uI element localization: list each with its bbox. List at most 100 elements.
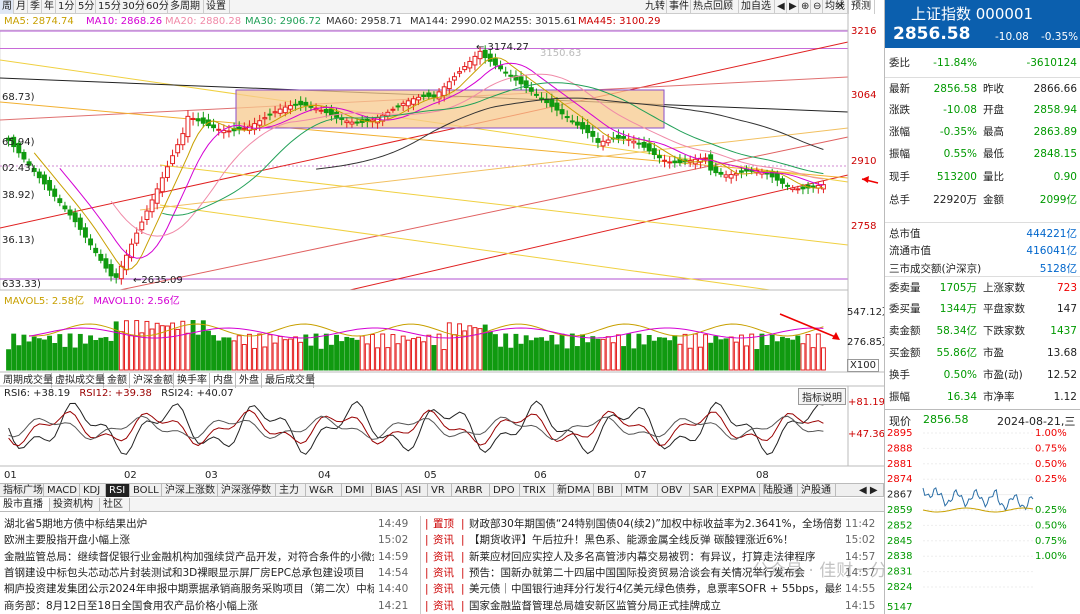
news-title[interactable]: 金融监管总局：继续督促银行业金融机构加强续贷产品开发，对符合条件的小微企... (4, 550, 374, 563)
next-icon[interactable]: ▶ (787, 0, 799, 14)
news-item[interactable]: 商务部：8月12日至18日全国食用农产品价格小幅上涨 14:21 (0, 598, 420, 614)
news-item[interactable]: | 资讯 | 【期货收评】午后拉升！黑色系、能源金属全线反弹 碳酸锂涨近6%！ 15:0… (421, 532, 885, 549)
news-title[interactable]: 【期货收评】午后拉升！黑色系、能源金属全线反弹 碳酸锂涨近6%！ (469, 534, 794, 547)
quote-label: 委比 (889, 57, 910, 69)
indicator-tab-10[interactable]: BIAS (372, 484, 402, 497)
indicator-tab-12[interactable]: VR (428, 484, 452, 497)
indicator-tab-9[interactable]: DMI (342, 484, 372, 497)
news-item[interactable]: | 资讯 | 预告：国新办就第二十四届中国国际投资贸易洽谈会有关情况举行发布会 14:5… (421, 565, 885, 582)
indicator-tab-22[interactable]: 陆股通 (760, 484, 798, 497)
news-item[interactable]: 湖北省5期地方债中标结果出炉 14:49 (0, 516, 420, 533)
volume-bar (164, 325, 170, 371)
period-tab-8[interactable]: 60分 (146, 0, 169, 14)
news-title[interactable]: 新莱应材回应实控人及多名高管涉内幕交易被罚：有异议，打算走法律程序 (469, 550, 816, 563)
news-title[interactable]: 首钢建设中标包头芯动芯片封装测试和3D裸眼显示屏厂房EPC总承包建设项目 (4, 566, 365, 579)
period-tab-1[interactable]: 月 (16, 0, 28, 14)
tool-button-3[interactable]: 加自选 (739, 0, 775, 14)
news-tab-2[interactable]: 社区 (100, 498, 130, 511)
period-tab-3[interactable]: 年 (44, 0, 56, 14)
tab-scroll-icon[interactable]: ◀ ▶ (856, 484, 884, 497)
news-item[interactable]: 桐庐投资建发集团公示2024年申报中期票据承销商服务采购项目（第二次）中标结..… (0, 581, 420, 598)
news-title[interactable]: 欧洲主要股指开盘小幅上涨 (4, 534, 130, 547)
period-tab-5[interactable]: 5分 (78, 0, 96, 14)
volume-sub-tab-2[interactable]: 金额 (104, 373, 130, 388)
news-tab-1[interactable]: 投资机构 (50, 498, 100, 511)
news-item[interactable]: | 资讯 | 新莱应材回应实控人及多名高管涉内幕交易被罚：有异议，打算走法律程序 14:… (421, 549, 885, 566)
indicator-tab-11[interactable]: ASI (402, 484, 428, 497)
tool-button-0[interactable]: 九转 (645, 0, 667, 14)
news-item[interactable]: 欧洲主要股指开盘小幅上涨 15:02 (0, 532, 420, 549)
news-item[interactable]: 金融监管总局：继续督促银行业金融机构加强续贷产品开发，对符合条件的小微企... 1… (0, 549, 420, 566)
prev-icon[interactable]: ◀ (775, 0, 787, 14)
news-title[interactable]: 财政部30年期国债“24特别国债04(续2)”加权中标收益率为2.3641%，全… (469, 518, 841, 530)
ma5-value: MA5: 2874.74 (4, 16, 74, 27)
candle (149, 194, 155, 218)
news-item[interactable]: | 资讯 | 国家金融监督管理总局雄安新区监管分局正式挂牌成立 14:15 (421, 598, 885, 614)
period-tab-10[interactable]: 设置 (204, 0, 230, 14)
period-tab-6[interactable]: 15分 (98, 0, 121, 14)
news-item[interactable]: | 置顶 | 财政部30年期国债“24特别国债04(续2)”加权中标收益率为2.364… (421, 516, 885, 533)
candle (400, 100, 406, 111)
indicator-tab-5[interactable]: 沪深上涨数 (162, 484, 218, 497)
indicator-tab-8[interactable]: W&R (306, 484, 342, 497)
volume-sub-tab-4[interactable]: 换手率 (174, 373, 210, 388)
period-tab-7[interactable]: 30分 (122, 0, 145, 14)
tool-button-5[interactable]: 预测 (849, 0, 875, 14)
close-icon[interactable]: ✕ (834, 0, 848, 14)
quote-value: 444221亿 (1026, 228, 1077, 240)
volume-sub-tab-3[interactable]: 沪深金额 (130, 373, 174, 388)
intraday-pct-tick: 0.50% (1035, 459, 1067, 470)
period-tab-9[interactable]: 多周期 (168, 0, 204, 14)
indicator-tab-21[interactable]: EXPMA (718, 484, 760, 497)
indicator-tab-13[interactable]: ARBR (452, 484, 490, 497)
quote-value: -0.35% (939, 126, 977, 138)
indicator-tab-16[interactable]: 新DMA (554, 484, 594, 497)
tool-button-4[interactable]: 均线 (823, 0, 849, 14)
candle (779, 176, 785, 189)
news-title[interactable]: 桐庐投资建发集团公示2024年申报中期票据承销商服务采购项目（第二次）中标结..… (4, 583, 374, 596)
news-title[interactable]: 湖北省5期地方债中标结果出炉 (4, 518, 148, 530)
volume-bar (385, 347, 391, 371)
news-title[interactable]: 美元债｜中国银行迪拜分行发行4亿美元绿色债券，息票率SOFR + 55bps，最… (469, 583, 841, 596)
period-tab-4[interactable]: 1分 (58, 0, 76, 14)
volume-sub-tab-0[interactable]: 周期成交量 (0, 373, 53, 388)
intraday-chart[interactable]: 2895 1.00% 2888 0.75% 2881 0.50% 2874 0.25% 2867… (885, 428, 1080, 614)
zoom-out-icon[interactable]: ⊖ (813, 0, 823, 14)
indicator-tab-7[interactable]: 主力 (276, 484, 306, 497)
indicator-tab-15[interactable]: TRIX (520, 484, 554, 497)
indicator-tab-17[interactable]: BBI (594, 484, 622, 497)
volume-sub-tab-6[interactable]: 外盘 (236, 373, 262, 388)
news-title[interactable]: 国家金融监督管理总局雄安新区监管分局正式挂牌成立 (469, 599, 721, 612)
indicator-tab-20[interactable]: SAR (690, 484, 718, 497)
indicator-tab-6[interactable]: 沪深涨停数 (218, 484, 276, 497)
volume-sub-tab-1[interactable]: 虚拟成交量 (52, 373, 105, 388)
indicator-tab-19[interactable]: OBV (658, 484, 690, 497)
volume-sub-tab-7[interactable]: 最后成交量 (262, 373, 315, 388)
volume-bar (498, 346, 504, 371)
indicator-tab-18[interactable]: MTM (622, 484, 658, 497)
indicator-tab-1[interactable]: MACD (44, 484, 80, 497)
indicator-tab-2[interactable]: KDJ (80, 484, 106, 497)
vol-axis-top: 547.12万 (847, 307, 892, 318)
volume-bar (134, 320, 140, 371)
kline-chart[interactable]: 68.73) 65.94) 02.43) 38.92) 36.13) 633.33) 321… (0, 0, 884, 482)
indicator-tab-0[interactable]: 指标广场 (0, 484, 44, 497)
indicator-help-button[interactable]: 指标说明 (798, 388, 846, 405)
news-item[interactable]: 首钢建设中标包头芯动芯片封装测试和3D裸眼显示屏厂房EPC总承包建设项目 14:5… (0, 565, 420, 582)
indicator-tab-23[interactable]: 沪股通 (798, 484, 836, 497)
period-tab-0[interactable]: 周 (0, 0, 14, 14)
news-item[interactable]: | 资讯 | 美元债｜中国银行迪拜分行发行4亿美元绿色债券，息票率SOFR + 55b… (421, 581, 885, 598)
indicator-tab-4[interactable]: BOLL (130, 484, 162, 497)
period-tab-2[interactable]: 季 (30, 0, 42, 14)
news-tab-0[interactable]: 股市直播 (0, 498, 50, 511)
indicator-tab-3[interactable]: RSI (106, 484, 130, 497)
candle (190, 112, 196, 126)
tool-button-1[interactable]: 事件 (669, 0, 691, 14)
indicator-tab-14[interactable]: DPO (490, 484, 520, 497)
volume-sub-tab-5[interactable]: 内盘 (210, 373, 236, 388)
tool-button-2[interactable]: 热点回顾 (691, 0, 739, 14)
news-title[interactable]: 预告：国新办就第二十四届中国国际投资贸易洽谈会有关情况举行发布会 (469, 566, 805, 579)
news-title[interactable]: 商务部：8月12日至18日全国食用农产品价格小幅上涨 (4, 599, 258, 612)
zoom-in-icon[interactable]: ⊕ (801, 0, 811, 14)
intraday-pct-tick: 1.00% (1035, 551, 1067, 562)
